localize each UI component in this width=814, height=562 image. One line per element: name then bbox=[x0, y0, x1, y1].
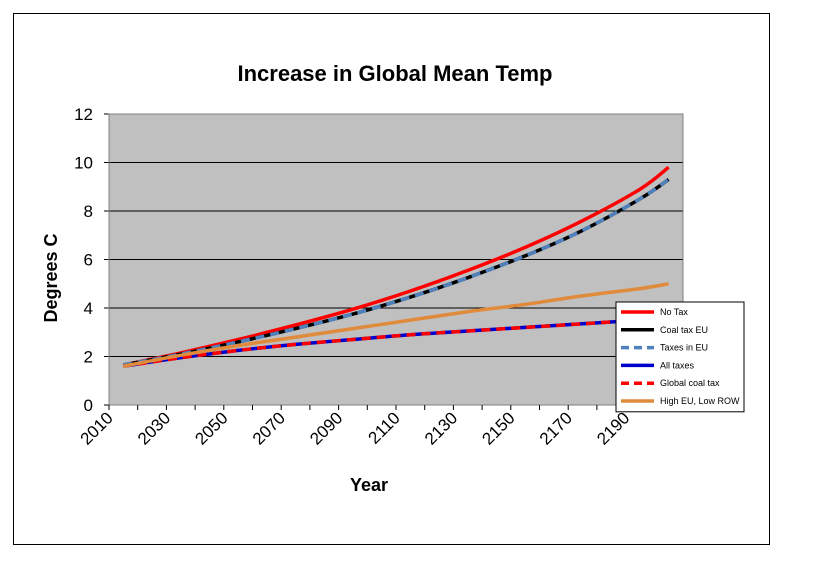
x-tick-label: 2050 bbox=[191, 408, 231, 448]
x-tick-label: 2150 bbox=[478, 408, 518, 448]
x-tick-label: 2170 bbox=[536, 408, 576, 448]
y-axis-title: Degrees C bbox=[41, 233, 61, 322]
y-tick-label: 6 bbox=[84, 251, 93, 270]
y-tick-labels: 0 2 4 6 8 10 12 bbox=[74, 105, 93, 415]
x-tick-label: 2090 bbox=[306, 408, 346, 448]
x-tick-label: 2070 bbox=[249, 408, 289, 448]
axes bbox=[104, 113, 684, 410]
legend-label: Global coal tax bbox=[660, 378, 720, 388]
legend-box bbox=[615, 301, 745, 413]
series-line-coal-tax-eu bbox=[122, 178, 670, 367]
x-tick-label: 2190 bbox=[593, 408, 633, 448]
x-tick-label: 2110 bbox=[365, 408, 404, 447]
y-tick-label: 10 bbox=[74, 154, 93, 173]
legend-label: All taxes bbox=[660, 360, 695, 370]
x-tick-labels: 2010 2030 2050 2070 2090 2110 2130 2150 2170 2190 bbox=[77, 408, 634, 448]
legend-label: High EU, Low ROW bbox=[660, 396, 740, 406]
series-line-no-tax bbox=[122, 165, 670, 367]
legend-label: No Tax bbox=[660, 307, 688, 317]
y-tick-label: 0 bbox=[84, 396, 93, 415]
y-tick-label: 12 bbox=[74, 105, 93, 124]
legend: No Tax Coal tax EU Taxes in EU All taxes Glo… bbox=[615, 301, 745, 413]
series-lines bbox=[122, 165, 670, 368]
x-tick-label: 2030 bbox=[134, 408, 174, 448]
x-tick-label: 2130 bbox=[421, 408, 461, 448]
legend-label: Coal tax EU bbox=[660, 325, 708, 335]
y-tick-label: 4 bbox=[84, 299, 93, 318]
series-line-high-eu-low-row bbox=[122, 282, 669, 368]
legend-label: Taxes in EU bbox=[660, 343, 708, 353]
x-axis-title: Year bbox=[350, 475, 388, 495]
y-tick-label: 8 bbox=[84, 202, 93, 221]
series-line-global-coal-tax bbox=[123, 315, 669, 368]
y-tick-label: 2 bbox=[84, 348, 93, 367]
chart-title: Increase in Global Mean Temp bbox=[237, 61, 552, 86]
